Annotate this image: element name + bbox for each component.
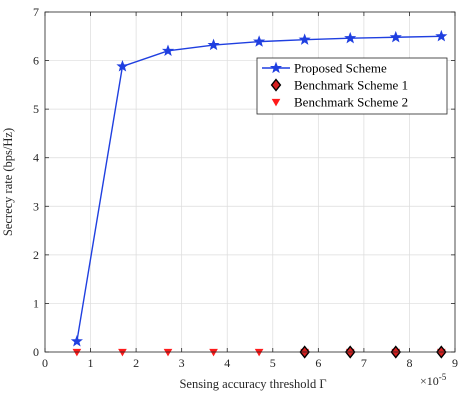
x-tick-label: 7 bbox=[361, 356, 367, 370]
y-tick-label: 2 bbox=[33, 248, 39, 262]
x-tick-label: 8 bbox=[406, 356, 412, 370]
legend-entry: Benchmark Scheme 2 bbox=[271, 95, 408, 110]
data-point bbox=[209, 348, 218, 357]
data-point bbox=[298, 33, 311, 45]
data-point bbox=[389, 30, 402, 43]
x-tick-label: 2 bbox=[133, 356, 139, 370]
y-tick-label: 7 bbox=[33, 5, 39, 19]
data-point bbox=[163, 348, 173, 357]
x-tick-label: 1 bbox=[88, 356, 94, 370]
x-exponent-label: ×10-5 bbox=[420, 372, 447, 388]
data-point bbox=[254, 348, 264, 357]
data-point bbox=[435, 29, 448, 42]
x-axis-label: Sensing accuracy threshold Γ bbox=[179, 377, 326, 391]
x-exponent-base: ×10 bbox=[420, 374, 439, 388]
data-point bbox=[70, 334, 83, 347]
x-tick-label: 0 bbox=[42, 356, 48, 370]
x-tick-label: 9 bbox=[452, 356, 458, 370]
legend-marker bbox=[270, 78, 282, 92]
y-axis-label: Secrecy rate (bps/Hz) bbox=[1, 128, 15, 236]
legend-entry: Benchmark Scheme 1 bbox=[270, 78, 408, 93]
data-point bbox=[207, 38, 220, 51]
data-point bbox=[253, 35, 266, 47]
series-1 bbox=[70, 29, 448, 347]
legend-label: Proposed Scheme bbox=[294, 61, 387, 76]
x-exponent-power: -5 bbox=[439, 372, 447, 382]
y-tick-label: 5 bbox=[33, 102, 39, 116]
axis-ticks bbox=[44, 11, 456, 353]
legend: Proposed Scheme Benchmark Scheme 1 Benchma… bbox=[256, 57, 448, 115]
y-tick-label: 0 bbox=[33, 345, 39, 359]
data-point bbox=[161, 44, 175, 57]
x-tick-label: 4 bbox=[224, 356, 230, 370]
legend-marker bbox=[269, 61, 283, 74]
data-point bbox=[344, 31, 357, 44]
legend-entry: Proposed Scheme bbox=[262, 61, 387, 76]
data-point bbox=[116, 60, 129, 72]
x-tick-label: 5 bbox=[270, 356, 276, 370]
data-point bbox=[118, 348, 127, 357]
plot-frame bbox=[44, 11, 456, 353]
y-tick-label: 3 bbox=[33, 199, 39, 213]
series-layer bbox=[70, 29, 448, 359]
data-point bbox=[72, 348, 82, 357]
legend-label: Benchmark Scheme 1 bbox=[294, 78, 408, 93]
y-tick-label: 6 bbox=[33, 54, 39, 68]
tick-labels: 0 1 2 3 4 5 6 7 8 9 0 1 2 3 4 5 6 7 bbox=[33, 5, 458, 370]
x-tick-label: 6 bbox=[315, 356, 321, 370]
y-tick-label: 1 bbox=[33, 296, 39, 310]
legend-marker bbox=[271, 98, 281, 107]
x-tick-label: 3 bbox=[179, 356, 185, 370]
y-tick-label: 4 bbox=[33, 151, 39, 165]
legend-label: Benchmark Scheme 2 bbox=[294, 95, 408, 110]
